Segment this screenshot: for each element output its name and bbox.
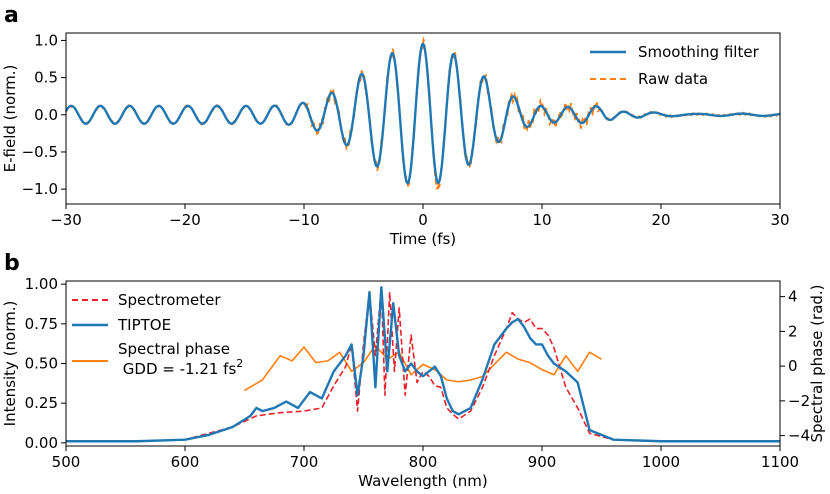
panel-b-y-ticks: 0.00 0.25 0.50 0.75 1.00 [25,275,66,452]
panel-b: 500 600 700 800 900 1000 1100 0.00 0.25 0.50 0.75… [1,275,826,490]
y-tick-label: −1.0 [22,180,58,198]
right-y-tick-label: 0 [788,357,798,375]
legend-label-raw-data: Raw data [638,70,708,88]
panel-a-y-ticks: −1.0 −0.5 0.0 0.5 1.0 [22,31,66,198]
panel-b-legend: Spectrometer TIPTOE Spectral phase GDD =… [72,291,243,378]
x-tick-label: 700 [290,453,319,471]
panel-a-legend: Smoothing filter Raw data [590,43,760,88]
panel-a-series [64,36,781,190]
series-line-raw-data [65,36,781,190]
panel-b-x-ticks: 500 600 700 800 900 1000 1100 [52,446,799,471]
legend-label-spectrometer: Spectrometer [118,291,221,309]
x-tick-label: −20 [169,211,201,229]
x-tick-label: 30 [770,211,789,229]
panel-b-right-y-ticks: −4 −2 0 2 4 [780,288,810,445]
panel-a: −30 −20 −10 0 10 20 30 −1.0 −0.5 0.0 0.5 1.0 Time … [1,31,790,248]
x-tick-label: 900 [528,453,557,471]
y-tick-label: 0.0 [34,106,58,124]
y-tick-label: 1.0 [34,31,58,49]
x-tick-label: 0 [418,211,428,229]
y-tick-label: 0.75 [25,315,58,333]
x-tick-label: 10 [532,211,551,229]
panel-b-series [66,286,780,443]
x-tick-label: 600 [171,453,200,471]
series-line-spectral-phase [244,344,602,392]
x-tick-label: 1100 [761,453,799,471]
y-tick-label: −0.5 [22,143,58,161]
panel-b-y-axis-label: Intensity (norm.) [1,301,19,427]
legend-label-spectral-phase: Spectral phase GDD = -1.21 fs2 [118,340,243,378]
x-tick-label: −30 [50,211,82,229]
y-tick-label: 1.00 [25,275,58,293]
y-tick-label: 0.5 [34,69,58,87]
right-y-tick-label: −4 [788,427,810,445]
x-tick-label: 1000 [642,453,680,471]
right-y-tick-label: −2 [788,392,810,410]
x-tick-label: 800 [409,453,438,471]
panel-a-x-axis-label: Time (fs) [389,230,456,248]
series-line-tiptoe [66,286,780,443]
y-tick-label: 0.25 [25,394,58,412]
panel-a-x-ticks: −30 −20 −10 0 10 20 30 [50,204,790,229]
y-tick-label: 0.00 [25,434,58,452]
legend-label-smoothing-filter: Smoothing filter [638,43,760,61]
right-y-tick-label: 2 [788,322,798,340]
panel-b-x-axis-label: Wavelength (nm) [358,472,488,490]
panel-b-right-y-axis-label: Spectral phase (rad.) [808,284,826,442]
y-tick-label: 0.50 [25,355,58,373]
legend-label-tiptoe: TIPTOE [117,316,171,334]
series-line-smoothing-filter [64,42,781,185]
right-y-tick-label: 4 [788,288,798,306]
panel-a-y-axis-label: E-field (norm.) [1,65,19,173]
x-tick-label: 500 [52,453,81,471]
x-tick-label: −10 [288,211,320,229]
x-tick-label: 20 [651,211,670,229]
panel-letter-b: b [4,251,20,276]
panel-letter-a: a [4,3,19,28]
